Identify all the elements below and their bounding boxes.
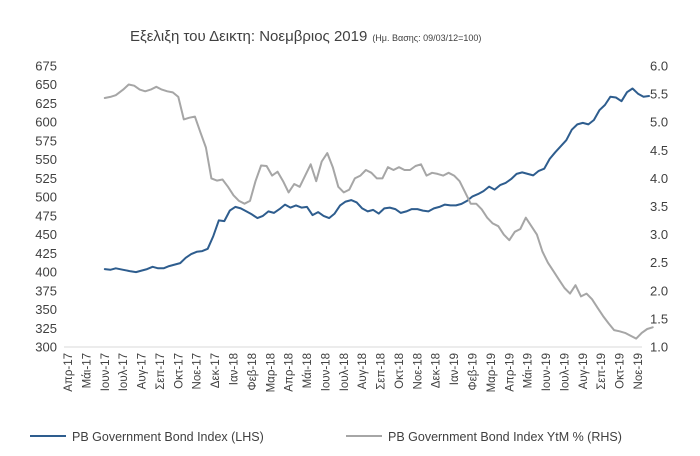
x-tick-label: Μαρ-19 [486,353,498,392]
x-tick-label: Δεκ-17 [210,353,222,388]
legend: PB Government Bond Index (LHS) PB Govern… [30,430,622,444]
y-left-tick-label: 325 [35,321,57,336]
y-right-tick-label: 4.0 [650,171,668,186]
y-axis-left: 300 325 350 375 400 425 450 475 500 525 550 575 600 6… [35,59,57,355]
x-tick-label: Ιουλ-18 [339,353,351,391]
y-axis-right: 1.0 1.5 2.0 2.5 3.0 3.5 4.0 4.5 5.0 5.5 6.0 [650,59,668,355]
y-left-tick-label: 350 [35,302,57,317]
y-left-tick-label: 475 [35,208,57,223]
legend-label-index: PB Government Bond Index (LHS) [72,430,264,444]
chart-subtitle: (Ημ. Βασης: 09/03/12=100) [372,33,481,43]
y-right-tick-label: 1.5 [650,311,668,326]
series-line-bond-ytm [103,83,654,340]
y-left-tick-label: 625 [35,96,57,111]
x-tick-label: Οκτ-18 [394,353,406,389]
series-line-bond-index [103,87,650,274]
y-right-tick-label: 3.0 [650,227,668,242]
chart-title-main: Εξελιξη του Δεικτη: Νοεμβριος 2019 [130,28,367,45]
x-tick-label: Οκτ-17 [173,353,185,389]
y-left-tick-label: 575 [35,133,57,148]
y-left-tick-label: 600 [35,115,57,130]
y-left-tick-label: 650 [35,77,57,92]
x-tick-label: Ιουλ-19 [559,353,571,391]
y-right-tick-label: 1.0 [650,340,668,355]
y-left-tick-label: 400 [35,265,57,280]
x-tick-label: Αυγ-19 [578,353,590,389]
x-tick-label: Απρ-17 [63,353,75,392]
x-tick-label: Ιουλ-17 [118,353,130,391]
x-tick-label: Μαρ-18 [265,353,277,392]
x-tick-label: Μάι-17 [81,353,93,388]
y-left-tick-label: 550 [35,152,57,167]
x-tick-label: Σεπ-18 [376,353,388,390]
y-right-tick-label: 4.5 [650,143,668,158]
y-right-tick-label: 6.0 [650,59,668,74]
x-tick-label: Ιουν-17 [100,353,112,391]
legend-label-ytm: PB Government Bond Index YtM % (RHS) [388,430,622,444]
x-tick-label: Σεπ-17 [155,353,167,390]
y-left-tick-label: 425 [35,246,57,261]
x-tick-label: Φεβ-19 [468,353,480,391]
x-tick-label: Νοε-19 [633,353,645,389]
x-tick-label: Νοε-18 [412,353,424,389]
x-axis: Απρ-17 Μάι-17 Ιουν-17 Ιουλ-17 Αυγ-17 Σεπ-17 Οκ… [63,353,645,392]
y-left-tick-label: 450 [35,227,57,242]
y-right-tick-label: 2.5 [650,255,668,270]
y-right-tick-label: 3.5 [650,199,668,214]
plot-area [103,83,654,340]
x-tick-label: Δεκ-18 [431,353,443,388]
y-left-tick-label: 500 [35,190,57,205]
x-tick-label: Αυγ-17 [137,353,149,389]
x-tick-label: Απρ-18 [284,353,296,392]
x-tick-label: Ιαν-18 [228,353,240,385]
x-tick-label: Ιαν-19 [449,353,461,385]
x-tick-label: Ιουν-18 [320,353,332,391]
y-left-tick-label: 300 [35,340,57,355]
x-tick-label: Ιουν-19 [541,353,553,391]
x-tick-label: Οκτ-19 [615,353,627,389]
y-right-tick-label: 5.5 [650,87,668,102]
chart-title: Εξελιξη του Δεικτη: Νοεμβριος 2019 (Ημ. Β… [130,28,481,45]
x-tick-label: Μάι-19 [523,353,535,388]
x-tick-label: Φεβ-18 [247,353,259,391]
x-tick-label: Σεπ-19 [596,353,608,390]
x-tick-label: Μάι-18 [302,353,314,388]
x-tick-label: Απρ-19 [504,353,516,392]
y-right-tick-label: 5.0 [650,115,668,130]
x-tick-label: Νοε-17 [192,353,204,389]
x-tick-label: Αυγ-18 [357,353,369,389]
y-left-tick-label: 525 [35,171,57,186]
y-left-tick-label: 675 [35,59,57,74]
y-left-tick-label: 375 [35,283,57,298]
y-right-tick-label: 2.0 [650,283,668,298]
